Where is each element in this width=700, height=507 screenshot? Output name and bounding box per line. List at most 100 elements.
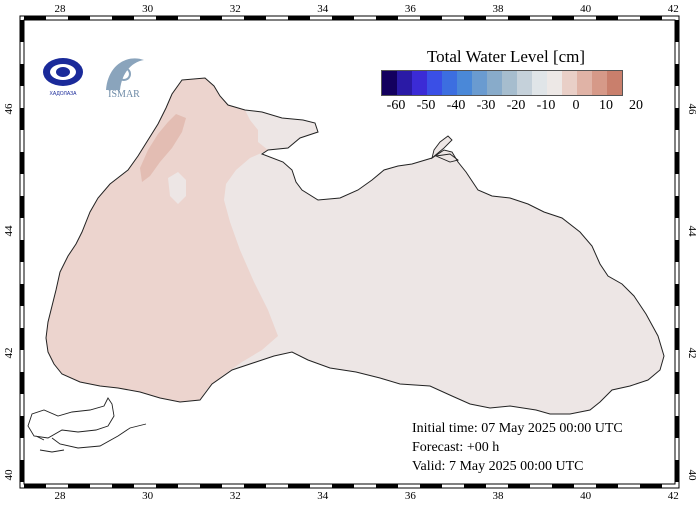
legend-swatch — [382, 71, 397, 95]
frame-check — [24, 16, 46, 20]
shelf-low-patch — [168, 172, 186, 204]
frame-check — [675, 108, 679, 130]
frame-check — [640, 16, 662, 20]
frame-check — [200, 484, 222, 488]
longitude-tick-label: 30 — [142, 490, 154, 502]
frame-check — [20, 108, 24, 130]
frame-check — [20, 196, 24, 218]
legend-tick-label: -60 — [386, 98, 406, 113]
legend-swatch — [502, 71, 517, 95]
latitude-tick-label: 46 — [686, 104, 698, 116]
legend-tick-label: -30 — [476, 98, 496, 113]
frame-check — [20, 152, 24, 174]
legend-swatch — [457, 71, 472, 95]
latitude-tick-label: 44 — [686, 226, 698, 238]
frame-check — [508, 16, 530, 20]
legend-swatch — [577, 71, 592, 95]
frame-check — [112, 16, 134, 20]
longitude-tick-label: 42 — [668, 3, 679, 15]
frame-check — [675, 64, 679, 86]
northwest-peak-level — [140, 114, 186, 182]
legend-swatch — [427, 71, 442, 95]
frame-check — [244, 16, 266, 20]
latitude-tick-labels-right: 46 44 42 40 — [686, 104, 698, 482]
legend-tick-label: -10 — [536, 98, 556, 113]
frame-check — [68, 16, 90, 20]
latitude-tick-label: 42 — [686, 348, 698, 359]
frame-check — [376, 16, 398, 20]
frame-check — [552, 16, 574, 20]
frame-check — [288, 484, 310, 488]
latitude-tick-label: 42 — [3, 348, 15, 359]
latitude-tick-label: 44 — [3, 225, 15, 237]
frame-check — [552, 484, 574, 488]
legend-tick-label: 10 — [599, 98, 613, 113]
latitude-tick-label: 40 — [3, 469, 15, 481]
latitude-tick-label: 46 — [3, 103, 15, 115]
frame-check — [244, 484, 266, 488]
legend-swatch — [592, 71, 607, 95]
coastline — [45, 77, 665, 415]
frame-check — [20, 20, 24, 42]
frame-check — [675, 372, 679, 394]
ismar-logo: ISMAR — [98, 50, 150, 100]
legend-swatch — [412, 71, 427, 95]
legend-swatch — [607, 71, 622, 95]
longitude-tick-label: 34 — [317, 3, 329, 15]
azov-sea-fragment — [431, 135, 460, 163]
frame-check — [332, 484, 354, 488]
longitude-tick-label: 28 — [55, 490, 67, 502]
institute-logo-left: ХАДОЛАЗА — [33, 50, 93, 100]
frame-check — [20, 328, 24, 350]
frame-check — [288, 16, 310, 20]
legend-swatch — [532, 71, 547, 95]
frame-check — [464, 16, 486, 20]
legend-tick-label: -40 — [446, 98, 466, 113]
legend-swatch — [487, 71, 502, 95]
frame-check — [20, 284, 24, 306]
frame-check — [675, 20, 679, 42]
valid-time-label: Valid: 7 May 2025 00:00 UTC — [412, 459, 584, 474]
svg-text:ISMAR: ISMAR — [108, 89, 140, 100]
marmara-coastline — [27, 397, 147, 453]
frame-check — [596, 16, 618, 20]
svg-text:ХАДОЛАЗА: ХАДОЛАЗА — [50, 91, 78, 97]
frame-check — [20, 372, 24, 394]
longitude-tick-label: 42 — [668, 490, 679, 502]
frame-check — [508, 484, 530, 488]
frame-check — [675, 416, 679, 438]
frame-check — [200, 16, 222, 20]
longitude-tick-labels-bottom: 28 30 32 34 36 38 40 42 — [55, 490, 679, 502]
frame-check — [20, 416, 24, 438]
map-frame — [19, 15, 680, 489]
initial-time-label: Initial time: 07 May 2025 00:00 UTC — [412, 421, 623, 436]
legend-swatch — [442, 71, 457, 95]
frame-check — [376, 484, 398, 488]
longitude-tick-label: 34 — [317, 490, 329, 502]
legend-swatch — [517, 71, 532, 95]
longitude-tick-label: 40 — [580, 3, 592, 15]
latitude-tick-labels-left: 46 44 42 40 — [3, 103, 15, 481]
western-shelf-positive-level — [46, 78, 278, 402]
frame-check — [156, 16, 178, 20]
longitude-tick-label: 28 — [55, 3, 67, 15]
legend-tick-label: -20 — [506, 98, 526, 113]
frame-check — [675, 152, 679, 174]
frame-check — [675, 240, 679, 262]
longitude-tick-label: 36 — [405, 490, 417, 502]
latitude-tick-label: 40 — [686, 470, 698, 482]
frame-check — [332, 16, 354, 20]
frame-check — [112, 484, 134, 488]
longitude-tick-label: 32 — [230, 490, 241, 502]
legend-tick-label: 0 — [572, 98, 580, 113]
frame-check — [675, 460, 679, 482]
frame-check — [675, 196, 679, 218]
frame-check — [675, 284, 679, 306]
legend-swatch — [472, 71, 487, 95]
frame-check — [20, 460, 24, 482]
legend-swatch — [397, 71, 412, 95]
longitude-tick-labels-top: 28 30 32 34 36 38 40 42 — [55, 3, 679, 15]
frame-check — [24, 484, 46, 488]
frame-check — [420, 16, 442, 20]
